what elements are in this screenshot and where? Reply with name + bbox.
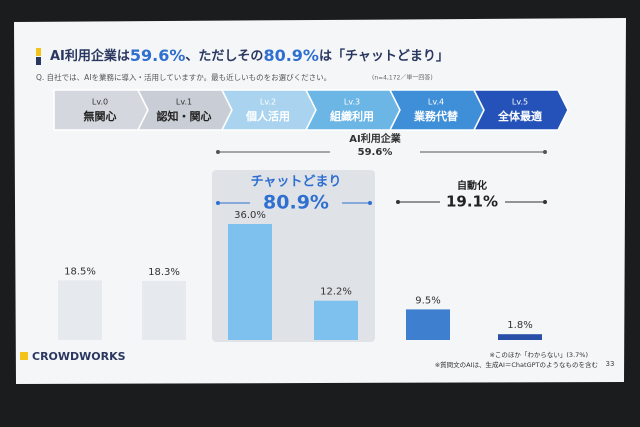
logo-mark [20, 352, 28, 360]
bar [142, 281, 186, 340]
sample-note: (n=4,172／単一回答) [372, 74, 433, 82]
title-part: は [319, 49, 332, 64]
title-part: 59.6% [130, 46, 186, 65]
stage-level: Lv.5 [512, 98, 528, 107]
stage-name: 全体最適 [497, 109, 542, 123]
brand: CROWDWORKS [32, 350, 126, 363]
accent [36, 48, 41, 56]
arrow-end [368, 201, 372, 205]
chart-title: AI利用企業は59.6%、ただしその80.9%は「チャットどまり」 [50, 46, 449, 65]
annotation-label: 自動化 [457, 179, 487, 192]
value-label: 9.5% [415, 295, 440, 306]
stage-level: Lv.2 [260, 98, 276, 107]
annotation-label: AI利用企業 [349, 132, 401, 145]
stage-name: 無関心 [84, 109, 117, 123]
stage-name: 個人活用 [245, 109, 290, 123]
stage-level: Lv.4 [428, 98, 444, 107]
stage-level: Lv.3 [344, 98, 360, 107]
footnote: ※このほか「わからない」(3.7%) [489, 351, 588, 359]
value-label: 1.8% [507, 320, 532, 331]
arrow-end [216, 201, 220, 205]
arrow-end [543, 200, 547, 204]
title-part: 「チャットどまり」 [332, 48, 449, 64]
annotation-value: 59.6% [358, 147, 393, 158]
stage-name: 業務代替 [413, 109, 459, 123]
value-label: 36.0% [234, 210, 266, 221]
value-label: 18.5% [64, 266, 96, 277]
question: Q. 自社では、AIを業務に導入・活用していますか。最も近しいものをお選びくださ… [36, 72, 331, 82]
bar [314, 300, 358, 340]
bracket-end [543, 150, 547, 154]
arrow-end [396, 200, 400, 204]
annotation-value: 80.9% [263, 192, 329, 214]
value-label: 18.3% [148, 267, 180, 278]
title-part: AI利用企業は [50, 48, 130, 64]
bar [498, 334, 542, 340]
page-number: 33 [606, 360, 615, 368]
bar [228, 224, 272, 340]
stage-level: Lv.1 [176, 98, 192, 107]
value-label: 12.2% [320, 287, 352, 298]
accent [36, 57, 41, 65]
bracket-end [216, 150, 220, 154]
footnote: ※質問文のAIは、生成AI＝ChatGPTのようなものを含む [435, 360, 598, 369]
bracket-gap [330, 132, 420, 162]
title-part: 、ただしその [185, 49, 263, 64]
title-part: 80.9% [263, 46, 319, 65]
stage-name: 認知・関心 [157, 109, 212, 123]
stage [472, 89, 569, 131]
stage-name: 組織利用 [330, 109, 374, 123]
bar [58, 280, 102, 340]
stage-level: Lv.0 [92, 98, 108, 107]
bar [406, 309, 450, 340]
annotation-label: チャットどまり [251, 175, 342, 190]
annotation-value: 19.1% [446, 193, 498, 211]
